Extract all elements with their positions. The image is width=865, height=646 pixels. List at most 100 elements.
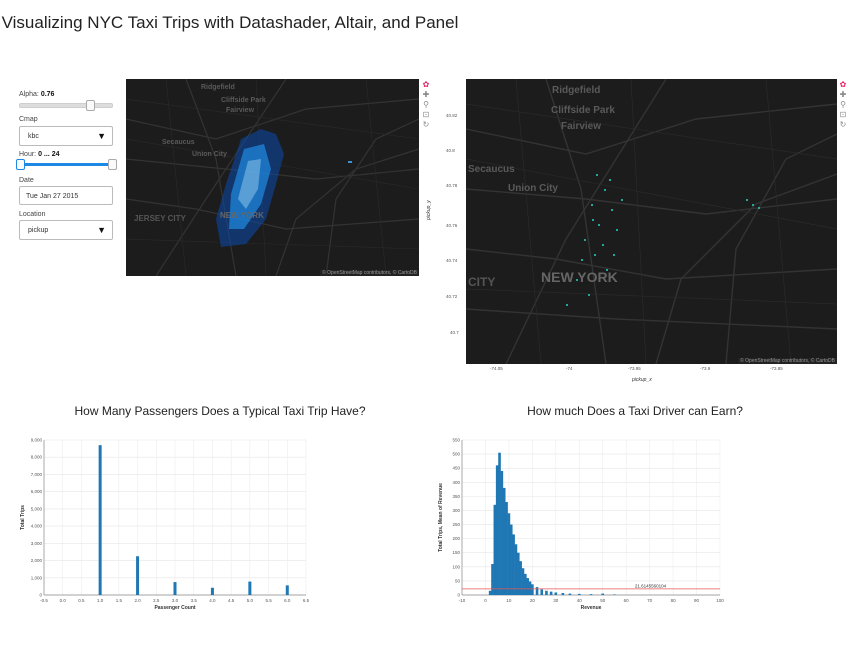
bar — [505, 502, 508, 595]
map-large-xtick: -73.9 — [700, 366, 711, 371]
bokeh-logo-icon[interactable]: ✿ — [839, 80, 847, 89]
map-small-canvas — [126, 79, 419, 276]
date-input[interactable]: Tue Jan 27 2015 — [19, 186, 113, 205]
y-tick-label: 9,000 — [31, 438, 43, 443]
y-tick-label: 100 — [452, 564, 460, 569]
box-zoom-icon[interactable]: ⊡ — [422, 110, 430, 119]
bar — [493, 504, 497, 595]
y-tick-label: 550 — [452, 438, 460, 443]
x-tick-label: 80 — [671, 598, 677, 603]
hour-range-start-handle[interactable] — [16, 159, 25, 170]
bar — [528, 581, 532, 595]
x-tick-label: 30 — [553, 598, 559, 603]
bar — [507, 513, 511, 595]
chart-passengers: 0 1,000 2,000 3,000 4,000 5,000 6,000 7,000 8,00… — [20, 438, 310, 612]
location-select-value: pickup — [28, 227, 49, 234]
bar — [549, 591, 553, 595]
map-small[interactable]: Ridgefield Cliffside Park Fairview Secau… — [126, 79, 419, 276]
x-tick-label: 0.5 — [78, 598, 85, 603]
bar — [498, 452, 501, 595]
y-tick-label: 200 — [452, 536, 460, 541]
map-large-label-new-york: NEW YORK — [541, 269, 618, 285]
y-tick-label: 450 — [452, 466, 460, 471]
y-tick-label: 500 — [452, 452, 460, 457]
cmap-select[interactable]: kbc ▼ — [19, 126, 113, 146]
map-large-canvas — [466, 79, 837, 364]
map-large[interactable]: Ridgefield Cliffside Park Fairview Secau… — [466, 79, 837, 364]
y-tick-label: 300 — [452, 508, 460, 513]
bar — [540, 589, 544, 595]
x-tick-label: 6.0 — [284, 598, 291, 603]
map-small-attribution: © OpenStreetMap contributors, © CartoDB — [320, 270, 419, 276]
taxi-pickup-density — [566, 174, 760, 306]
location-select[interactable]: pickup ▼ — [19, 220, 113, 240]
x-tick-label: 40 — [577, 598, 583, 603]
y-tick-label: 50 — [455, 578, 461, 583]
x-tick-label: 0.0 — [60, 598, 67, 603]
y-tick-label: 2,000 — [31, 558, 43, 563]
map-large-label-city: CITY — [468, 275, 496, 289]
x-tick-label: 100 — [716, 598, 724, 603]
bar — [545, 590, 548, 595]
bar — [519, 561, 522, 595]
x-tick-label: 50 — [600, 598, 606, 603]
bar — [531, 584, 534, 595]
bar — [491, 564, 494, 595]
map-large-ytick: 40.74 — [446, 258, 458, 263]
pan-icon[interactable]: ✚ — [422, 90, 430, 99]
alpha-value: 0.76 — [40, 91, 55, 98]
hour-range-slider[interactable] — [19, 163, 111, 166]
map-large-ylabel: pickup_y — [426, 200, 432, 220]
bar — [488, 590, 492, 595]
x-axis-title: Revenue — [581, 605, 602, 611]
x-tick-label: 90 — [694, 598, 700, 603]
reset-icon[interactable]: ↻ — [422, 120, 430, 129]
y-tick-label: 400 — [452, 480, 460, 485]
cmap-select-value: kbc — [28, 133, 39, 140]
x-tick-label: 5.0 — [247, 598, 254, 603]
map-small-label-new-york: NEW YORK — [220, 211, 264, 220]
map-small-label-secaucus: Secaucus — [162, 139, 195, 146]
bar — [613, 594, 616, 595]
x-tick-label: -10 — [459, 598, 466, 603]
x-tick-label: 0 — [484, 598, 487, 603]
wheel-zoom-icon[interactable]: ⚲ — [840, 100, 846, 109]
map-small-label-fairview: Fairview — [226, 107, 255, 114]
map-small-label-ridgefield: Ridgefield — [201, 84, 235, 91]
hour-label: Hour: 0 ... 24 — [19, 151, 59, 158]
hour-range-end-handle[interactable] — [108, 159, 117, 170]
x-tick-label: 2.0 — [134, 598, 141, 603]
bar — [502, 487, 506, 595]
alpha-slider[interactable] — [19, 103, 113, 108]
map-large-ytick: 40.8 — [446, 148, 455, 153]
page-title: Visualizing NYC Taxi Trips with Datashad… — [1, 13, 459, 32]
box-zoom-icon[interactable]: ⊡ — [839, 110, 847, 119]
wheel-zoom-icon[interactable]: ⚲ — [423, 100, 429, 109]
pan-icon[interactable]: ✚ — [839, 90, 847, 99]
map-small-toolbar: ✿ ✚ ⚲ ⊡ ↻ — [421, 80, 431, 130]
map-large-xtick: -74 — [566, 366, 573, 371]
map-large-xtick: -74.05 — [490, 366, 503, 371]
y-tick-label: 3,000 — [31, 541, 43, 546]
bar — [285, 585, 289, 595]
bokeh-logo-icon[interactable]: ✿ — [422, 80, 430, 89]
cmap-label: Cmap — [19, 116, 38, 123]
bar — [526, 578, 529, 595]
bar — [500, 471, 504, 595]
y-tick-label: 7,000 — [31, 472, 43, 477]
x-tick-label: 5.5 — [265, 598, 272, 603]
x-tick-label: 6.5 — [303, 598, 310, 603]
y-tick-label: 1,000 — [31, 575, 43, 580]
bar — [210, 587, 214, 595]
map-large-label-cliffside-park: Cliffside Park — [551, 105, 615, 116]
bar — [521, 568, 525, 595]
reset-icon[interactable]: ↻ — [839, 120, 847, 129]
bar — [589, 594, 593, 595]
alpha-slider-handle[interactable] — [85, 100, 95, 111]
map-large-xlabel: pickup_x — [632, 377, 652, 383]
map-small-label-jersey-city: JERSEY CITY — [134, 214, 186, 223]
bar — [577, 593, 581, 595]
map-large-label-fairview: Fairview — [561, 121, 602, 132]
bar — [568, 593, 572, 595]
mean-rule-label: 21.6145560104 — [635, 583, 667, 588]
